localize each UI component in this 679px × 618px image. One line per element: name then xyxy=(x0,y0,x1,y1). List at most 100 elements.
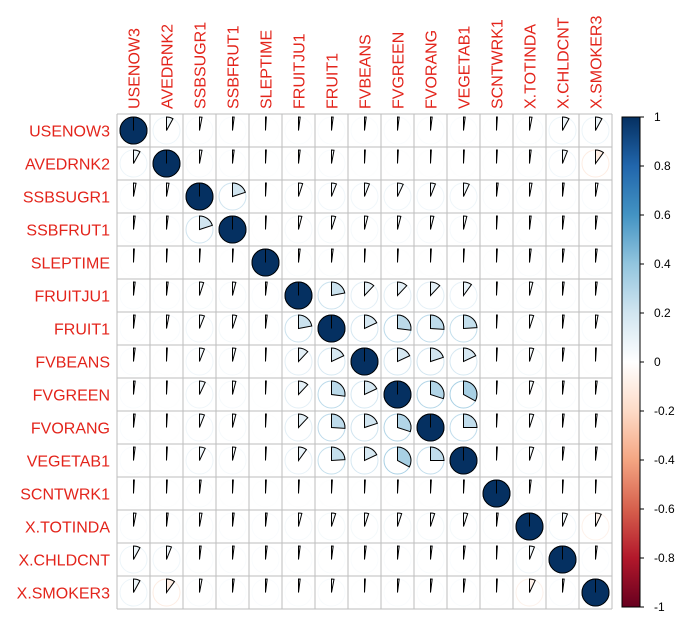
matrix-cell xyxy=(449,182,478,211)
cell-pie xyxy=(265,281,268,296)
cell-pie xyxy=(364,545,367,560)
column-label: FRUITJU1 xyxy=(292,33,309,109)
cell-pie xyxy=(430,215,435,230)
row-label: FRUIT1 xyxy=(54,322,110,339)
matrix-cell xyxy=(449,314,478,343)
matrix-cell xyxy=(416,545,445,574)
matrix-cell xyxy=(152,479,181,508)
cell-pie xyxy=(331,578,335,593)
matrix-cell xyxy=(152,215,181,244)
cell-pie xyxy=(397,215,402,230)
matrix-cell xyxy=(350,182,379,211)
cell-pie xyxy=(133,314,136,329)
cell-pie xyxy=(298,512,303,527)
matrix-cell xyxy=(383,248,412,277)
cell-pie xyxy=(430,347,444,363)
matrix-cell xyxy=(251,380,280,409)
matrix-cells xyxy=(119,116,610,607)
matrix-cell xyxy=(317,512,346,541)
cell-pie xyxy=(232,380,237,395)
matrix-cell xyxy=(185,314,214,343)
cell-pie xyxy=(595,215,598,230)
matrix-cell xyxy=(218,446,247,475)
matrix-cell xyxy=(416,314,445,343)
matrix-cell xyxy=(515,314,544,343)
cell-pie xyxy=(595,116,603,131)
cell-pie xyxy=(232,413,237,428)
cell-pie xyxy=(133,215,136,230)
colorbar-tick-label: -0.2 xyxy=(654,404,675,418)
matrix-cell xyxy=(515,380,544,409)
column-label: VEGETAB1 xyxy=(457,26,474,109)
cell-pie xyxy=(562,314,565,329)
matrix-cell xyxy=(350,314,379,343)
matrix-cell xyxy=(548,578,577,607)
matrix-cell xyxy=(152,545,181,574)
cell-pie xyxy=(265,413,267,428)
matrix-cell xyxy=(185,446,214,475)
cell-pie xyxy=(331,215,337,230)
cell-pie xyxy=(133,380,136,395)
matrix-cell xyxy=(515,281,544,310)
cell-pie xyxy=(298,578,301,593)
matrix-cell xyxy=(152,512,181,541)
matrix-cell xyxy=(383,413,412,442)
matrix-cell xyxy=(350,215,379,244)
matrix-cell xyxy=(251,215,280,244)
cell-pie xyxy=(199,248,201,263)
matrix-cell xyxy=(416,149,445,178)
matrix-cell xyxy=(548,380,577,409)
colorbar xyxy=(621,116,641,608)
column-label: FVBEANS xyxy=(358,34,375,109)
cell-pie xyxy=(331,182,338,197)
matrix-cell xyxy=(383,347,412,376)
cell-pie xyxy=(298,347,309,363)
colorbar-tick-label: -0.6 xyxy=(654,502,675,516)
cell-pie xyxy=(331,116,334,131)
matrix-cell xyxy=(581,215,610,244)
cell-pie xyxy=(298,149,301,164)
cell-pie xyxy=(133,248,135,263)
matrix-cell xyxy=(317,248,346,277)
matrix-cell xyxy=(218,314,247,343)
cell-pie xyxy=(430,281,441,297)
cell-pie xyxy=(166,446,168,461)
cell-pie xyxy=(232,314,238,329)
column-labels: USENOW3 AVEDRNK2 SSBSUGR1 SSBFRUT1 SLEPTIME F… xyxy=(127,16,606,109)
colorbar-tick-label: -0.8 xyxy=(654,551,675,565)
cell-pie xyxy=(298,314,313,330)
matrix-cell xyxy=(350,281,379,310)
matrix-cell xyxy=(581,446,610,475)
matrix-grid xyxy=(116,113,613,610)
matrix-cell xyxy=(383,281,412,310)
cell-pie xyxy=(265,446,267,461)
matrix-cell xyxy=(449,347,478,376)
cell-pie xyxy=(133,347,136,362)
cell-pie xyxy=(364,578,366,593)
cell-pie xyxy=(298,479,300,494)
matrix-cell xyxy=(581,281,610,310)
cell-pie xyxy=(298,215,303,230)
cell-pie xyxy=(496,215,498,230)
cell-pie xyxy=(562,578,565,593)
cell-pie xyxy=(265,149,267,164)
cell-pie xyxy=(199,545,202,560)
matrix-cell xyxy=(284,248,313,277)
cell-pie xyxy=(463,248,465,263)
cell-pie xyxy=(496,413,498,428)
matrix-cell xyxy=(482,281,511,310)
matrix-cell xyxy=(185,215,214,244)
matrix-cell xyxy=(119,446,148,475)
matrix-cell xyxy=(581,479,610,508)
row-label: SSBFRUT1 xyxy=(26,223,110,240)
matrix-cell xyxy=(119,347,148,376)
cell-pie xyxy=(331,347,345,363)
matrix-cell xyxy=(383,215,412,244)
column-label: FVGREEN xyxy=(391,32,408,109)
matrix-cell xyxy=(284,578,313,607)
cell-pie xyxy=(529,545,536,560)
matrix-cell xyxy=(416,380,445,409)
matrix-cell xyxy=(515,248,544,277)
matrix-cell xyxy=(152,149,181,178)
cell-pie xyxy=(133,281,136,296)
